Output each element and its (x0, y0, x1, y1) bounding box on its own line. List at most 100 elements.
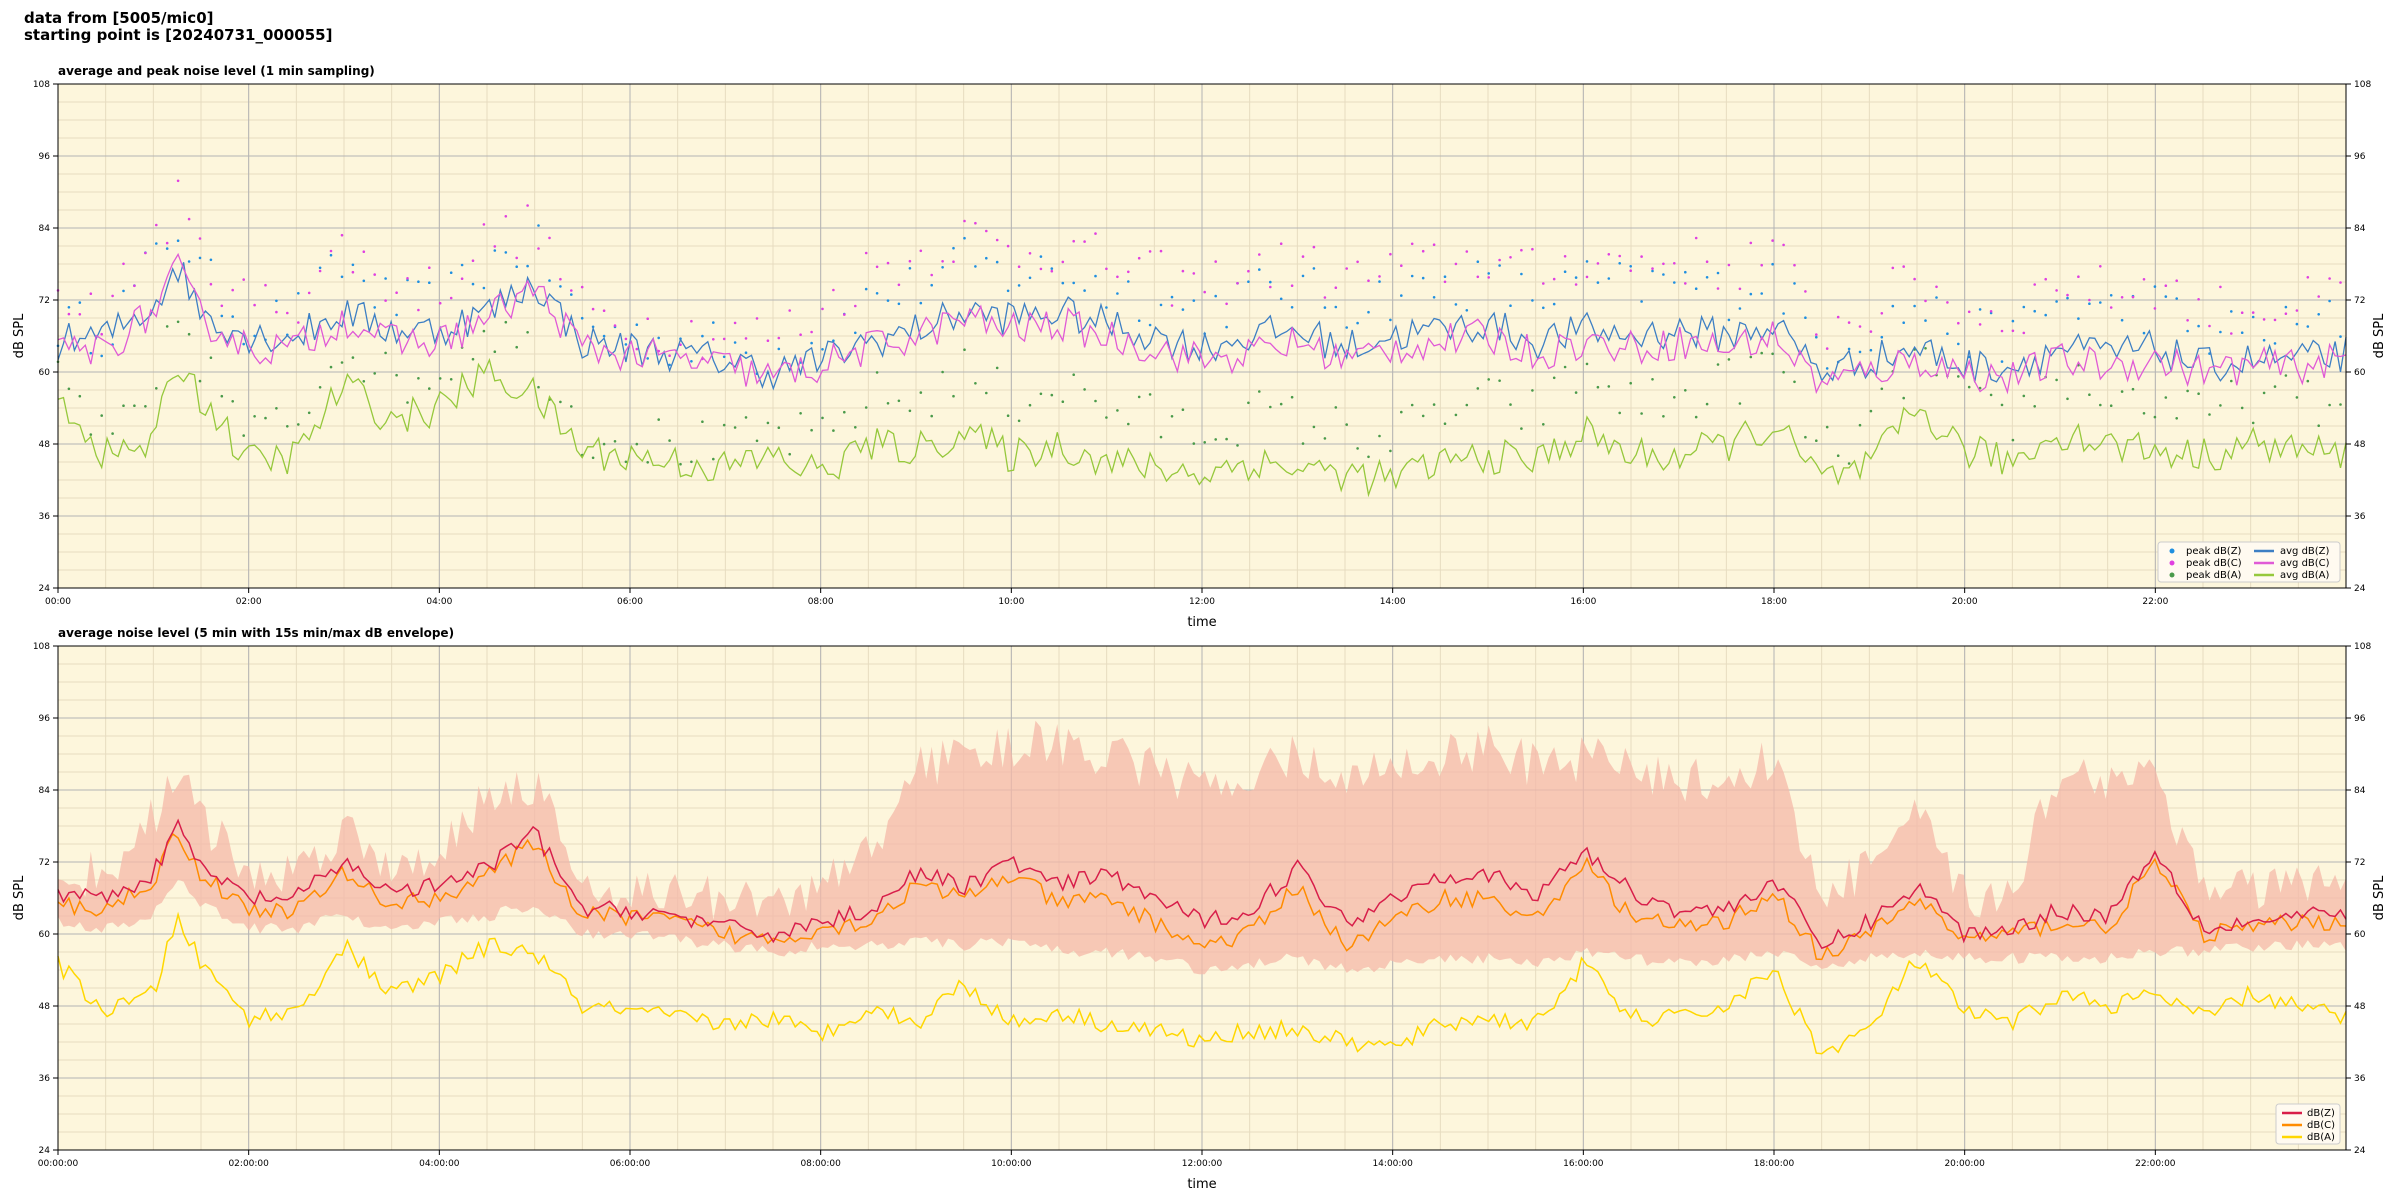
scatter-point (1334, 286, 1338, 290)
legend-label: peak dB(A) (2186, 570, 2242, 581)
scatter-point (602, 309, 606, 313)
scatter-point (1640, 255, 1643, 258)
scatter-point (548, 279, 551, 282)
scatter-point (832, 339, 835, 343)
scatter-point (515, 265, 518, 269)
y-tick-label-right: 48 (2354, 440, 2366, 450)
y-tick-label-right: 96 (2354, 714, 2366, 724)
scatter-point (2273, 318, 2277, 322)
scatter-point (417, 308, 420, 312)
scatter-point (133, 404, 136, 408)
x-tick-label: 02:00 (236, 597, 262, 607)
scatter-point (1651, 378, 1654, 381)
scatter-point (974, 265, 977, 268)
y-tick-label-right: 72 (2354, 296, 2365, 306)
scatter-point (1847, 321, 1851, 324)
scatter-point (930, 273, 933, 277)
scatter-point (1760, 263, 1763, 267)
scatter-point (2219, 285, 2222, 289)
scatter-point (133, 284, 136, 288)
scatter-point (504, 215, 508, 218)
scatter-point (1378, 434, 1381, 438)
y-tick-label: 48 (39, 440, 51, 450)
scatter-point (2186, 329, 2189, 333)
scatter-point (286, 311, 289, 315)
scatter-point (395, 313, 398, 317)
scatter-point (231, 315, 234, 318)
scatter-point (537, 385, 540, 389)
scatter-point (2055, 378, 2058, 382)
scatter-point (1017, 284, 1021, 287)
scatter-point (821, 416, 824, 420)
scatter-point (777, 347, 781, 351)
scatter-point (122, 404, 125, 408)
scatter-point (264, 416, 267, 420)
scatter-point (1749, 355, 1753, 359)
scatter-point (2088, 302, 2091, 306)
y-axis-label: dB SPL (12, 875, 27, 920)
scatter-point (777, 426, 781, 430)
scatter-point (2295, 309, 2299, 312)
x-tick-label: 06:00 (617, 597, 643, 607)
y-tick-label: 108 (33, 80, 50, 90)
scatter-point (2120, 390, 2124, 393)
scatter-point (1148, 250, 1152, 253)
scatter-point (1137, 256, 1141, 260)
scatter-point (2099, 265, 2102, 268)
scatter-point (766, 421, 770, 425)
scatter-point (482, 223, 486, 226)
scatter-point (613, 440, 617, 443)
scatter-point (482, 329, 486, 333)
scatter-point (307, 291, 311, 295)
legend: peak dB(Z)peak dB(C)peak dB(A)avg dB(Z)a… (2157, 541, 2341, 583)
chart-title: average noise level (5 min with 15s min/… (58, 626, 454, 640)
scatter-point (908, 409, 912, 413)
y-tick-label: 36 (39, 1074, 51, 1084)
scatter-point (755, 439, 759, 443)
scatter-point (2120, 318, 2124, 322)
scatter-point (1039, 392, 1043, 396)
scatter-point (886, 299, 890, 302)
y-tick-label-right: 84 (2354, 224, 2366, 234)
scatter-point (2164, 295, 2168, 298)
scatter-point (1585, 275, 1589, 279)
scatter-point (832, 288, 835, 292)
x-tick-label: 06:00:00 (610, 1159, 651, 1169)
scatter-point (1749, 292, 1753, 296)
legend: dB(Z)dB(C)dB(A) (2275, 1103, 2341, 1145)
scatter-point (2055, 300, 2058, 303)
scatter-point (1061, 260, 1065, 264)
series-line-avg-db-a- (57, 357, 2347, 498)
scatter-point (1225, 302, 1228, 306)
scatter-point (1946, 301, 1949, 304)
scatter-point (1738, 307, 1742, 310)
x-tick-label: 04:00 (426, 597, 452, 607)
scatter-point (1967, 385, 1971, 389)
scatter-point (1815, 439, 1818, 443)
scatter-point (1356, 260, 1359, 264)
scatter-point (963, 219, 966, 223)
scatter-point (176, 239, 180, 242)
scatter-point (668, 439, 671, 442)
scatter-point (2339, 335, 2342, 338)
scatter-point (493, 245, 497, 248)
scatter-point (1640, 300, 1643, 303)
scatter-point (941, 260, 944, 263)
scatter-point (2033, 283, 2036, 286)
scatter-point (1596, 385, 1600, 389)
scatter-point (1017, 419, 1021, 423)
scatter-point (2077, 317, 2080, 320)
scatter-point (1520, 427, 1523, 430)
scatter-point (438, 377, 442, 380)
scatter-point (2153, 415, 2157, 419)
x-tick-label: 08:00:00 (800, 1159, 841, 1169)
scatter-point (2273, 385, 2277, 388)
scatter-point (187, 332, 191, 336)
scatter-point (1858, 325, 1862, 328)
scatter-point (2251, 311, 2255, 314)
scatter-point (1323, 437, 1327, 440)
scatter-point (1116, 292, 1119, 295)
scatter-point (406, 277, 409, 280)
scatter-point (580, 285, 584, 289)
